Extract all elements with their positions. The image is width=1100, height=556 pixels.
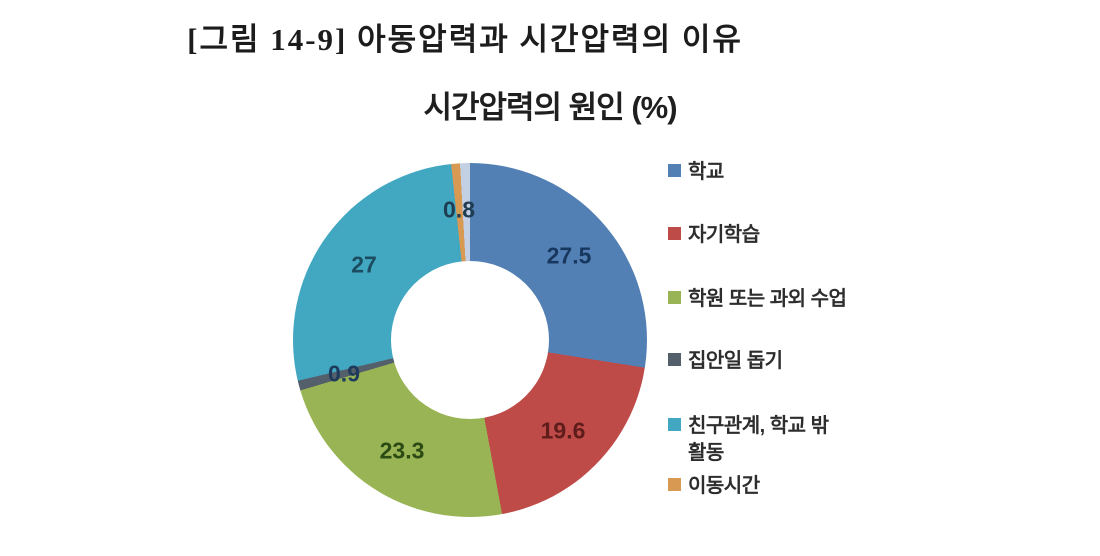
figure-caption: [그림 14-9] 아동압력과 시간압력의 이유 <box>187 22 743 57</box>
donut-hole <box>391 261 549 419</box>
chart-title: 시간압력의 원인 (%) <box>423 90 677 125</box>
legend-item: 집안일 돕기 <box>668 348 938 375</box>
legend-label: 학교 <box>688 161 724 183</box>
legend-item: 자기학습 <box>668 222 938 249</box>
legend-label: 친구관계, 학교 밖 활동 <box>688 415 829 464</box>
legend-item: 친구관계, 학교 밖 활동 <box>668 413 938 467</box>
legend-label: 집안일 돕기 <box>688 350 783 372</box>
legend-swatch-icon <box>668 164 681 177</box>
slice-value-label: 0.9 <box>328 360 360 387</box>
legend-item: 이동시간 <box>668 473 938 500</box>
legend-swatch-icon <box>668 291 681 304</box>
slice-value-label: 19.6 <box>540 417 586 444</box>
legend-item: 학원 또는 과외 수업 <box>668 286 938 313</box>
legend-item: 학교 <box>668 159 938 186</box>
legend-label: 자기학습 <box>688 224 760 246</box>
legend-swatch-icon <box>668 227 681 240</box>
donut-chart <box>293 163 647 517</box>
slice-value-label: 0.8 <box>443 196 475 223</box>
legend-swatch-icon <box>668 353 681 366</box>
legend-swatch-icon <box>668 478 681 491</box>
legend-label: 이동시간 <box>688 475 760 497</box>
legend-swatch-icon <box>668 418 681 431</box>
slice-value-label: 27 <box>351 251 377 278</box>
slice-value-label: 27.5 <box>546 242 592 269</box>
legend-label: 학원 또는 과외 수업 <box>688 288 847 310</box>
slice-value-label: 23.3 <box>379 437 425 464</box>
